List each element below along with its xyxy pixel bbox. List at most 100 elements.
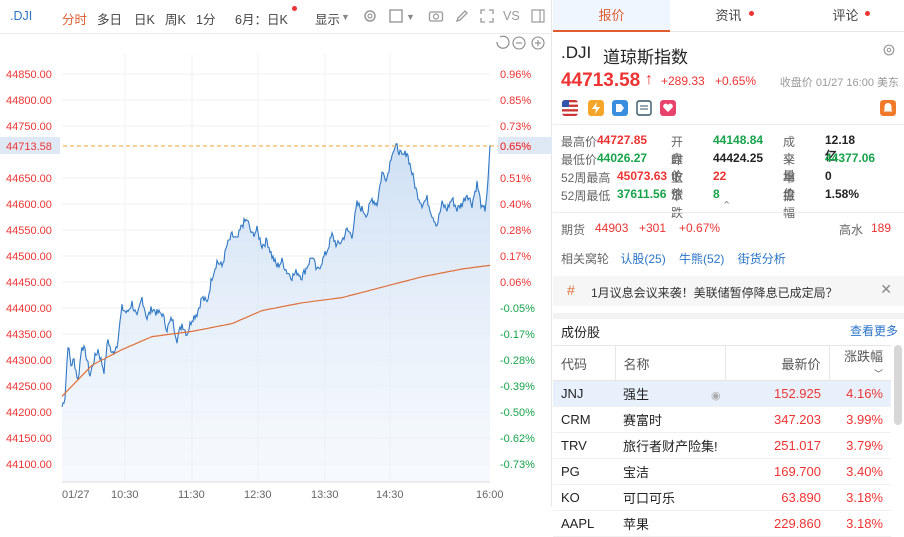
chevron-down-icon: ▼ xyxy=(341,12,350,22)
y-tick-label: 44250.00 xyxy=(6,381,52,393)
link-cbbc[interactable]: 牛熊(52) xyxy=(679,252,725,266)
tab-6m-daily[interactable]: 6月：日K xyxy=(235,13,288,27)
x-tick-label: 13:30 xyxy=(311,489,339,501)
y2-tick-label: 0.85% xyxy=(500,95,531,107)
x-tick-label: 01/27 xyxy=(62,489,90,501)
high-label: 最高价 xyxy=(561,135,598,149)
x-tick-label: 11:30 xyxy=(178,489,205,501)
stock-code: AAPL xyxy=(553,510,615,537)
stock-name: 可口可乐 xyxy=(615,484,725,511)
chart-controls xyxy=(496,35,545,50)
stock-price: 347.203 xyxy=(725,406,829,433)
document-icon[interactable] xyxy=(636,100,652,116)
collapse-panel-icon[interactable] xyxy=(530,8,546,24)
col-price[interactable]: 最新价 xyxy=(724,345,829,381)
table-row[interactable]: JNJ 强生 ◉ 152.925 4.16% xyxy=(553,380,891,407)
eye-icon[interactable]: ◉ xyxy=(711,390,721,402)
tab-daily-k[interactable]: 日K xyxy=(134,13,155,27)
tab-multiday[interactable]: 多日 xyxy=(97,13,123,27)
stock-change: 3.18% xyxy=(829,510,891,537)
sort-chevron-icon: ﹀ xyxy=(873,369,883,379)
expand-chevron-icon[interactable]: ⌃ xyxy=(722,200,732,212)
table-row[interactable]: TRV 旅行者财产险集! 251.017 3.79% xyxy=(553,432,891,459)
link-outstanding-analysis[interactable]: 街货分析 xyxy=(737,252,786,266)
zoom-in-icon[interactable] xyxy=(531,36,545,50)
tab-1min[interactable]: 1分 xyxy=(196,13,216,27)
y2-tick-label: 0.40% xyxy=(500,199,531,211)
tab-news[interactable]: 资讯 xyxy=(715,8,742,23)
reset-icon[interactable] xyxy=(496,35,510,49)
unchanged-label: 平 盘 xyxy=(783,171,808,202)
stats-row-2: 最低价 44026.27 昨收价 44424.25 平均价 44377.06 xyxy=(561,151,875,201)
fullscreen-icon[interactable] xyxy=(479,8,495,24)
stock-price: 169.700 xyxy=(725,458,829,485)
col-code[interactable]: 代码 xyxy=(553,345,615,381)
scrollbar[interactable] xyxy=(894,345,902,425)
y2-tick-label: -0.50% xyxy=(500,407,535,419)
table-row[interactable]: AAPL 苹果 229.860 3.18% xyxy=(553,510,891,537)
stock-change: 3.40% xyxy=(829,458,891,485)
lightning-icon[interactable] xyxy=(588,100,604,116)
open-label: 开盘价 xyxy=(671,135,684,183)
unchanged-value: 0 xyxy=(825,169,832,183)
notification-dot xyxy=(292,6,297,11)
stock-code: JNJ xyxy=(553,380,615,407)
alert-bell-icon[interactable] xyxy=(880,100,896,116)
compare-vs-button[interactable]: VS xyxy=(503,9,520,23)
price-area xyxy=(62,143,490,482)
camera-icon[interactable] xyxy=(428,8,444,24)
tab-intraday[interactable]: 分时 xyxy=(62,13,88,27)
tag-icon[interactable] xyxy=(612,100,628,116)
stock-change: 3.79% xyxy=(829,432,891,459)
stock-name: 赛富时 xyxy=(615,406,725,433)
view-more-link[interactable]: 查看更多 xyxy=(849,324,898,338)
close-icon[interactable]: ✕ xyxy=(880,281,892,297)
tab-quote[interactable]: 报价 xyxy=(553,0,670,32)
chevron-down-icon: ▼ xyxy=(406,12,415,22)
table-row[interactable]: KO 可口可乐 63.890 3.18% xyxy=(553,484,891,511)
current-price-label: 44713.58 xyxy=(6,141,52,153)
pencil-icon[interactable] xyxy=(454,8,470,24)
y2-tick-label: -0.39% xyxy=(500,381,535,393)
y2-tick-label: 0.96% xyxy=(500,69,531,81)
toolbar-symbol[interactable]: .DJI xyxy=(10,9,33,23)
heart-icon[interactable] xyxy=(660,100,676,116)
intraday-chart[interactable]: 44713.58 44850.00 44800.00 44750.00 44650.0… xyxy=(0,34,552,506)
y-tick-label: 44450.00 xyxy=(6,277,52,289)
y2-tick-label: -0.05% xyxy=(500,303,535,315)
table-row[interactable]: CRM 赛富时 347.203 3.99% xyxy=(553,406,891,433)
stock-change: 3.18% xyxy=(829,484,891,511)
premium-value: 189 xyxy=(871,221,892,235)
checkbox-icon[interactable] xyxy=(388,8,404,24)
volume-label: 成交量 xyxy=(783,135,796,183)
y-tick-label: 44850.00 xyxy=(6,69,52,81)
stock-name: 旅行者财产险集! xyxy=(615,432,725,459)
quote-name: 道琼斯指数 xyxy=(603,48,688,67)
stock-code: CRM xyxy=(553,406,615,433)
y2-tick-label: 0.65% xyxy=(500,141,531,153)
settings-gear-icon[interactable] xyxy=(882,43,896,57)
col-name[interactable]: 名称 xyxy=(614,345,725,381)
news-text[interactable]: 1月议息会议来袭！美联储暂停降息已成定局？ xyxy=(591,286,838,300)
link-call-warrants[interactable]: 认股(25) xyxy=(620,252,666,266)
low-label: 最低价 xyxy=(561,153,598,167)
col-change[interactable]: 涨跌幅 ﹀ xyxy=(828,345,891,381)
news-banner[interactable]: # 1月议息会议来袭！美联储暂停降息已成定局？ ✕ xyxy=(553,276,904,306)
stock-name: 宝洁 xyxy=(615,458,725,485)
y-tick-label: 44100.00 xyxy=(6,459,52,471)
tab-weekly-k[interactable]: 周K xyxy=(165,13,186,27)
open-value: 44148.84 xyxy=(713,133,764,147)
zoom-out-icon[interactable] xyxy=(512,36,526,50)
tab-comments[interactable]: 评论 xyxy=(832,8,859,23)
us-flag-icon xyxy=(562,100,578,116)
divider xyxy=(553,313,904,319)
stats-row-1: 最高价 44727.85 开盘价 44148.84 成交量 12.18亿 xyxy=(561,133,855,183)
gear-icon[interactable] xyxy=(362,8,378,24)
y-tick-label: 44750.00 xyxy=(6,121,52,133)
y-tick-label: 44500.00 xyxy=(6,251,52,263)
52w-high-label: 52周最高 xyxy=(561,171,611,185)
display-menu[interactable]: 显示 xyxy=(315,13,341,27)
futures-change: +301 xyxy=(639,221,667,235)
y-tick-label: 44200.00 xyxy=(6,407,52,419)
table-row[interactable]: PG 宝洁 169.700 3.40% xyxy=(553,458,891,485)
